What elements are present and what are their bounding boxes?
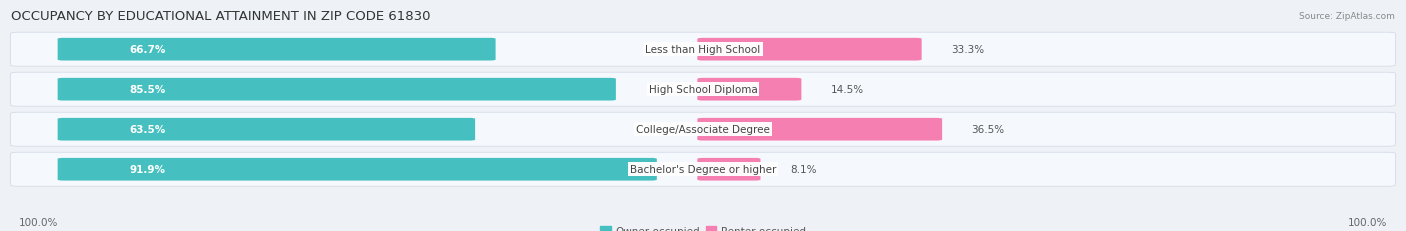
Text: 63.5%: 63.5% <box>129 125 166 135</box>
Text: College/Associate Degree: College/Associate Degree <box>636 125 770 135</box>
FancyBboxPatch shape <box>58 39 495 61</box>
FancyBboxPatch shape <box>697 158 761 181</box>
Text: 66.7%: 66.7% <box>129 45 166 55</box>
FancyBboxPatch shape <box>58 158 657 181</box>
FancyBboxPatch shape <box>11 152 1396 186</box>
Text: 100.0%: 100.0% <box>1347 217 1386 227</box>
Text: 91.9%: 91.9% <box>129 164 166 174</box>
FancyBboxPatch shape <box>11 73 1396 107</box>
Text: Source: ZipAtlas.com: Source: ZipAtlas.com <box>1299 12 1395 21</box>
Text: 36.5%: 36.5% <box>972 125 1005 135</box>
Text: 33.3%: 33.3% <box>952 45 984 55</box>
Text: Bachelor's Degree or higher: Bachelor's Degree or higher <box>630 164 776 174</box>
Text: OCCUPANCY BY EDUCATIONAL ATTAINMENT IN ZIP CODE 61830: OCCUPANCY BY EDUCATIONAL ATTAINMENT IN Z… <box>11 10 430 23</box>
FancyBboxPatch shape <box>697 39 922 61</box>
FancyBboxPatch shape <box>11 33 1396 67</box>
Text: 8.1%: 8.1% <box>790 164 817 174</box>
Text: 14.5%: 14.5% <box>831 85 865 95</box>
Text: 85.5%: 85.5% <box>129 85 166 95</box>
FancyBboxPatch shape <box>58 118 475 141</box>
Text: Less than High School: Less than High School <box>645 45 761 55</box>
Text: 100.0%: 100.0% <box>20 217 59 227</box>
FancyBboxPatch shape <box>697 118 942 141</box>
Text: High School Diploma: High School Diploma <box>648 85 758 95</box>
FancyBboxPatch shape <box>58 79 616 101</box>
FancyBboxPatch shape <box>697 79 801 101</box>
FancyBboxPatch shape <box>11 113 1396 147</box>
Legend: Owner-occupied, Renter-occupied: Owner-occupied, Renter-occupied <box>596 222 810 231</box>
